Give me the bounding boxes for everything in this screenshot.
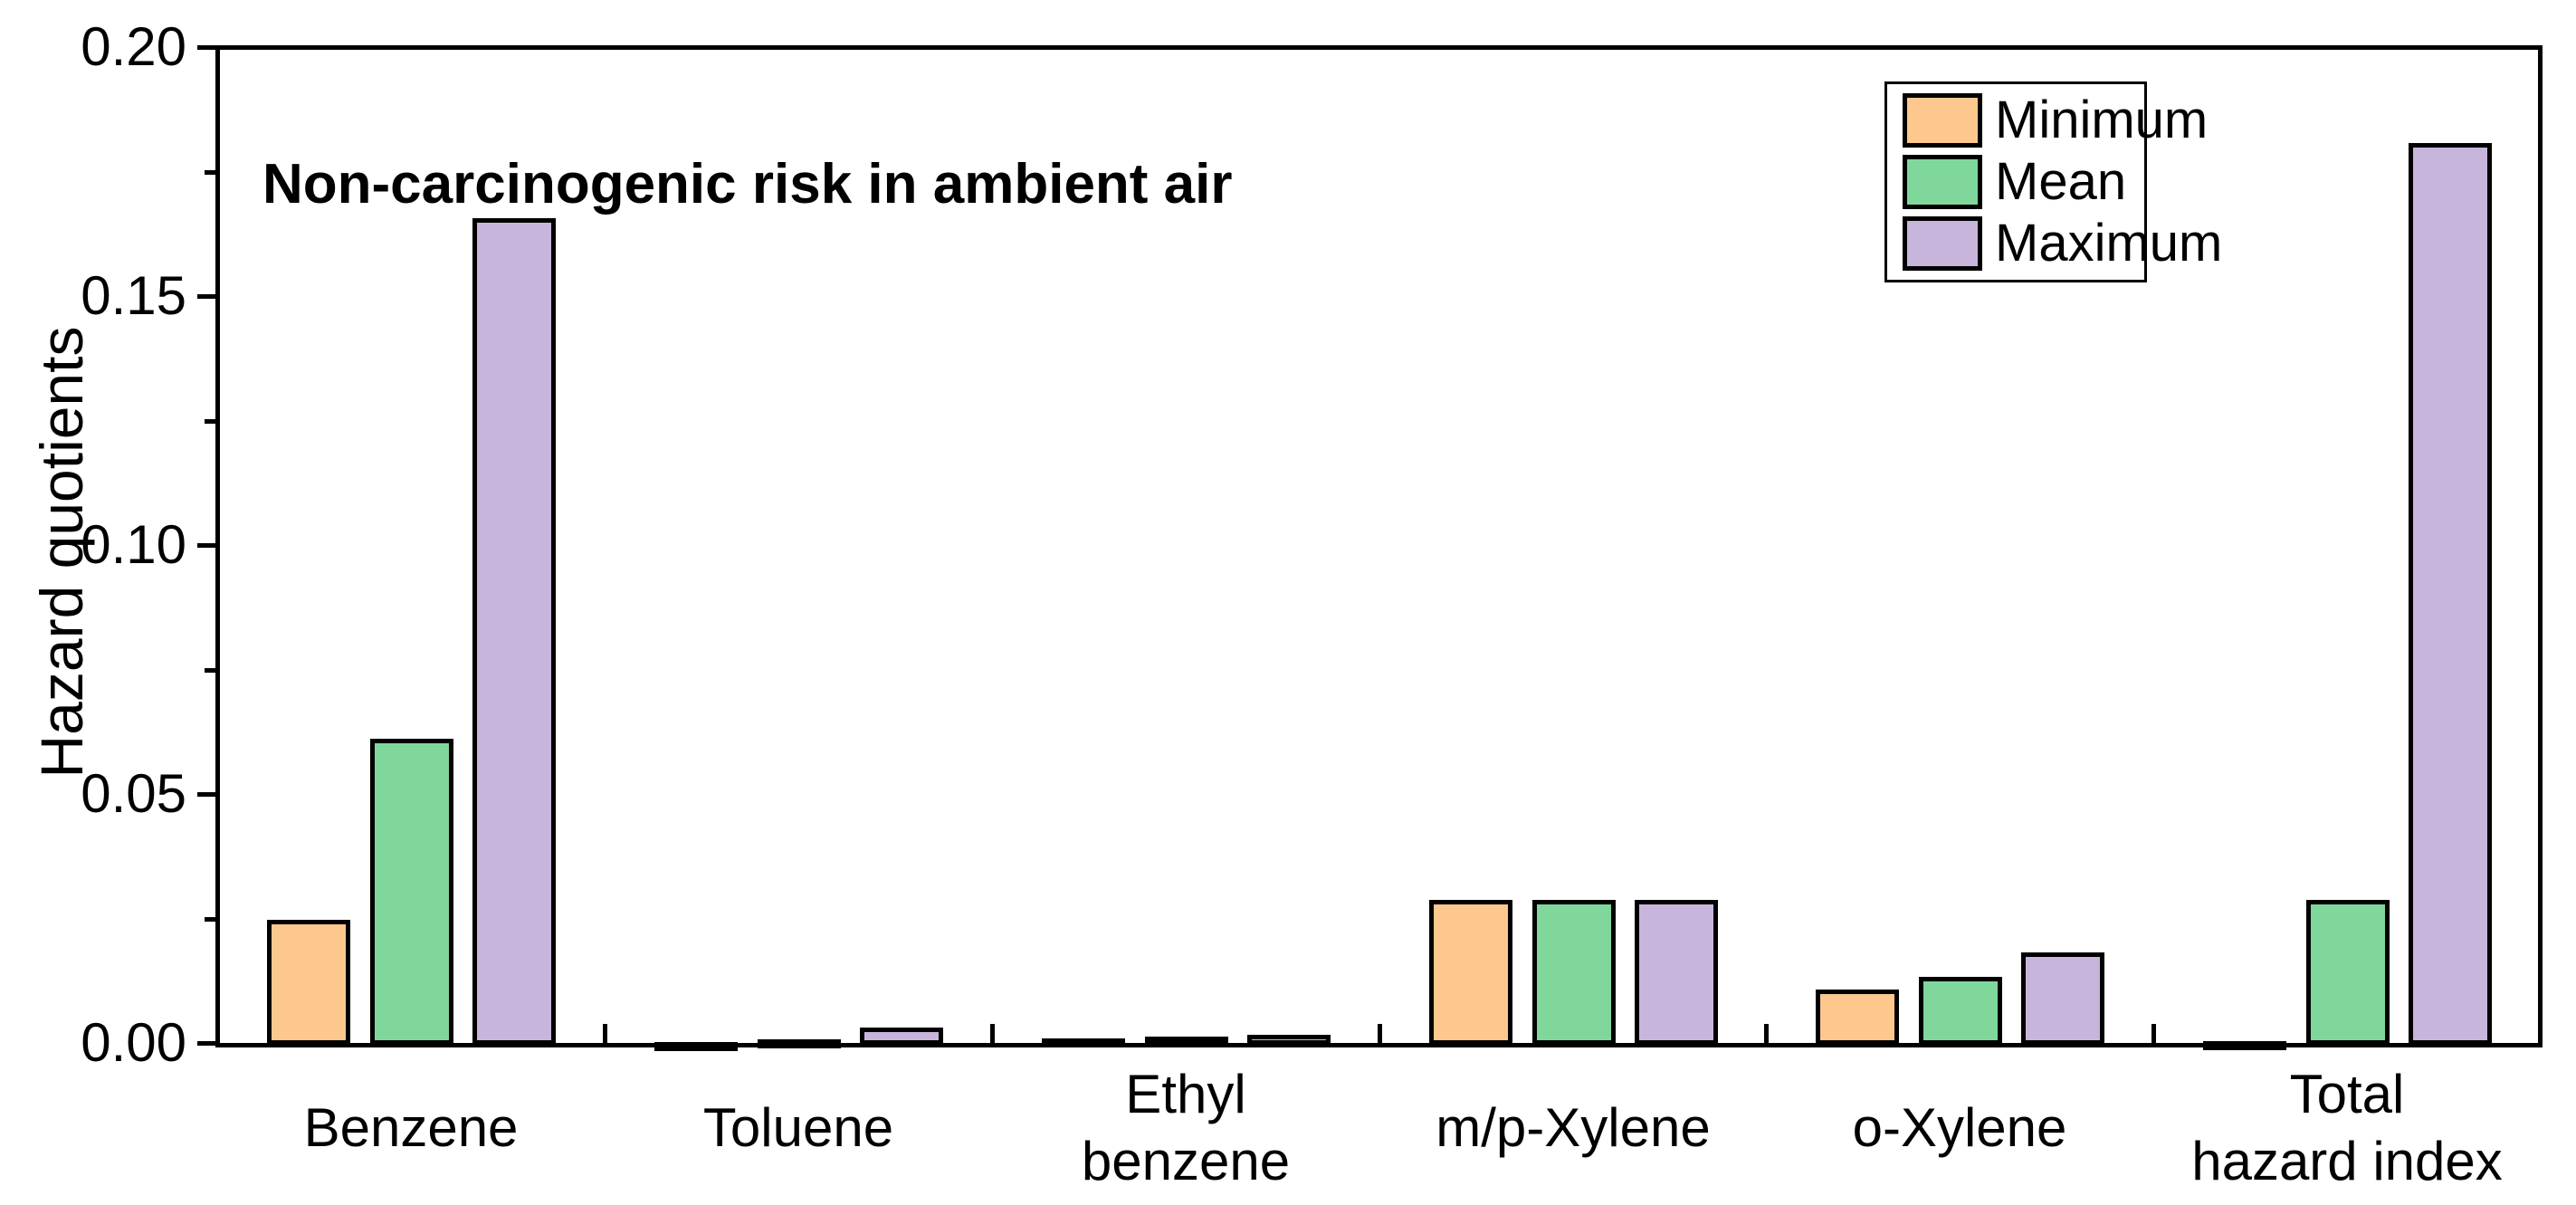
legend-label-mean: Mean [1995, 152, 2127, 211]
x-label-o-xylene: o-Xylene [1852, 1096, 2067, 1158]
bar-toluene-mean [758, 1039, 841, 1048]
y-tick-major [197, 543, 217, 548]
bar-ethyl-benzene-minimum [1042, 1038, 1125, 1047]
bar-o-xylene-minimum [1816, 990, 1899, 1045]
legend-label-maximum: Maximum [1995, 214, 2223, 273]
x-tick-separator [2151, 1024, 2156, 1043]
x-label-toluene: Toluene [702, 1096, 894, 1158]
x-label-total-hazard-index: Total hazard index [2191, 1063, 2503, 1191]
x-tick-separator [603, 1024, 607, 1043]
y-tick-minor [205, 169, 217, 175]
x-axis-line [215, 1043, 2543, 1047]
legend-label-minimum: Minimum [1995, 91, 2209, 149]
y-tick-major [197, 792, 217, 797]
bar-toluene-minimum [654, 1042, 738, 1051]
y-tick-label: 0.15 [81, 265, 186, 326]
y-tick-minor [205, 418, 217, 424]
y-tick-label: 0.00 [81, 1012, 186, 1073]
bar-benzene-maximum [472, 218, 556, 1045]
legend-item-mean: Mean [1903, 151, 2144, 213]
y-tick-minor [205, 916, 217, 922]
y-tick-label: 0.20 [81, 16, 186, 77]
legend-swatch-mean [1903, 155, 1982, 209]
y-tick-major [197, 45, 217, 50]
bar-o-xylene-maximum [2021, 952, 2104, 1045]
x-label-ethyl-benzene: Ethyl benzene [1081, 1063, 1291, 1191]
bar-benzene-minimum [267, 920, 350, 1045]
bar-ethyl-benzene-maximum [1247, 1035, 1331, 1045]
x-label-benzene: Benzene [303, 1096, 519, 1158]
bar-m-p-xylene-maximum [1635, 900, 1718, 1045]
x-tick-separator [1764, 1024, 1769, 1043]
bar-total-hazard-index-mean [2306, 900, 2390, 1045]
y-tick-label: 0.05 [81, 763, 186, 824]
plot-right-border [2538, 45, 2543, 1047]
x-label-m-p-xylene: m/p-Xylene [1436, 1096, 1711, 1158]
bar-o-xylene-mean [1919, 977, 2002, 1045]
chart-title: Non-carcinogenic risk in ambient air [262, 153, 1233, 215]
bar-ethyl-benzene-mean [1145, 1037, 1228, 1046]
bar-benzene-mean [370, 739, 453, 1045]
bar-m-p-xylene-minimum [1429, 900, 1512, 1045]
y-tick-minor [205, 667, 217, 673]
bar-total-hazard-index-minimum [2203, 1041, 2286, 1050]
y-tick-label: 0.10 [81, 514, 186, 575]
bar-toluene-maximum [860, 1028, 943, 1045]
plot-top-border [215, 45, 2543, 50]
bar-total-hazard-index-maximum [2409, 143, 2492, 1045]
legend: Minimum Mean Maximum [1884, 81, 2222, 282]
legend-swatch-maximum [1903, 216, 1982, 271]
bar-m-p-xylene-mean [1532, 900, 1616, 1045]
x-tick-separator [990, 1024, 995, 1043]
x-tick-separator [1378, 1024, 1382, 1043]
y-tick-major [197, 294, 217, 299]
legend-swatch-minimum [1903, 93, 1982, 148]
legend-item-minimum: Minimum [1903, 90, 2208, 151]
y-tick-major [197, 1041, 217, 1046]
y-axis-line [215, 45, 220, 1047]
legend-item-maximum: Maximum [1903, 213, 2222, 274]
